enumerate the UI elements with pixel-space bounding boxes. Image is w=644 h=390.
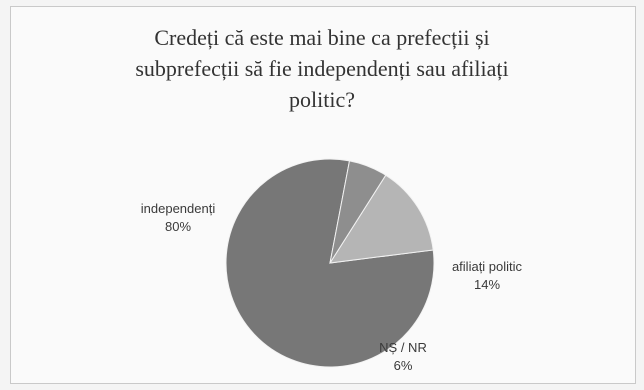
slice-afiliati-politic: [329, 174, 434, 264]
chart-title-line-1: Credeți că este mai bine ca prefecții și: [154, 25, 490, 50]
chart-title-line-3: politic?: [289, 87, 355, 112]
slice-label-independenti: independenți: [141, 201, 216, 216]
chart-title: Credeți că este mai bine ca prefecții și…: [0, 22, 644, 115]
slice-value-independenti: 80%: [165, 219, 191, 234]
slice-value-ns-nr: 6%: [394, 358, 413, 373]
pie-slices: [225, 158, 435, 368]
slice-value-afiliati: 14%: [474, 277, 500, 292]
slice-ns-nr: [329, 160, 387, 264]
slice-label-ns-nr: NȘ / NR: [379, 340, 427, 355]
slice-label-afiliati: afiliați politic: [452, 259, 523, 274]
chart-title-line-2: subprefecții să fie independenți sau afi…: [135, 56, 509, 81]
